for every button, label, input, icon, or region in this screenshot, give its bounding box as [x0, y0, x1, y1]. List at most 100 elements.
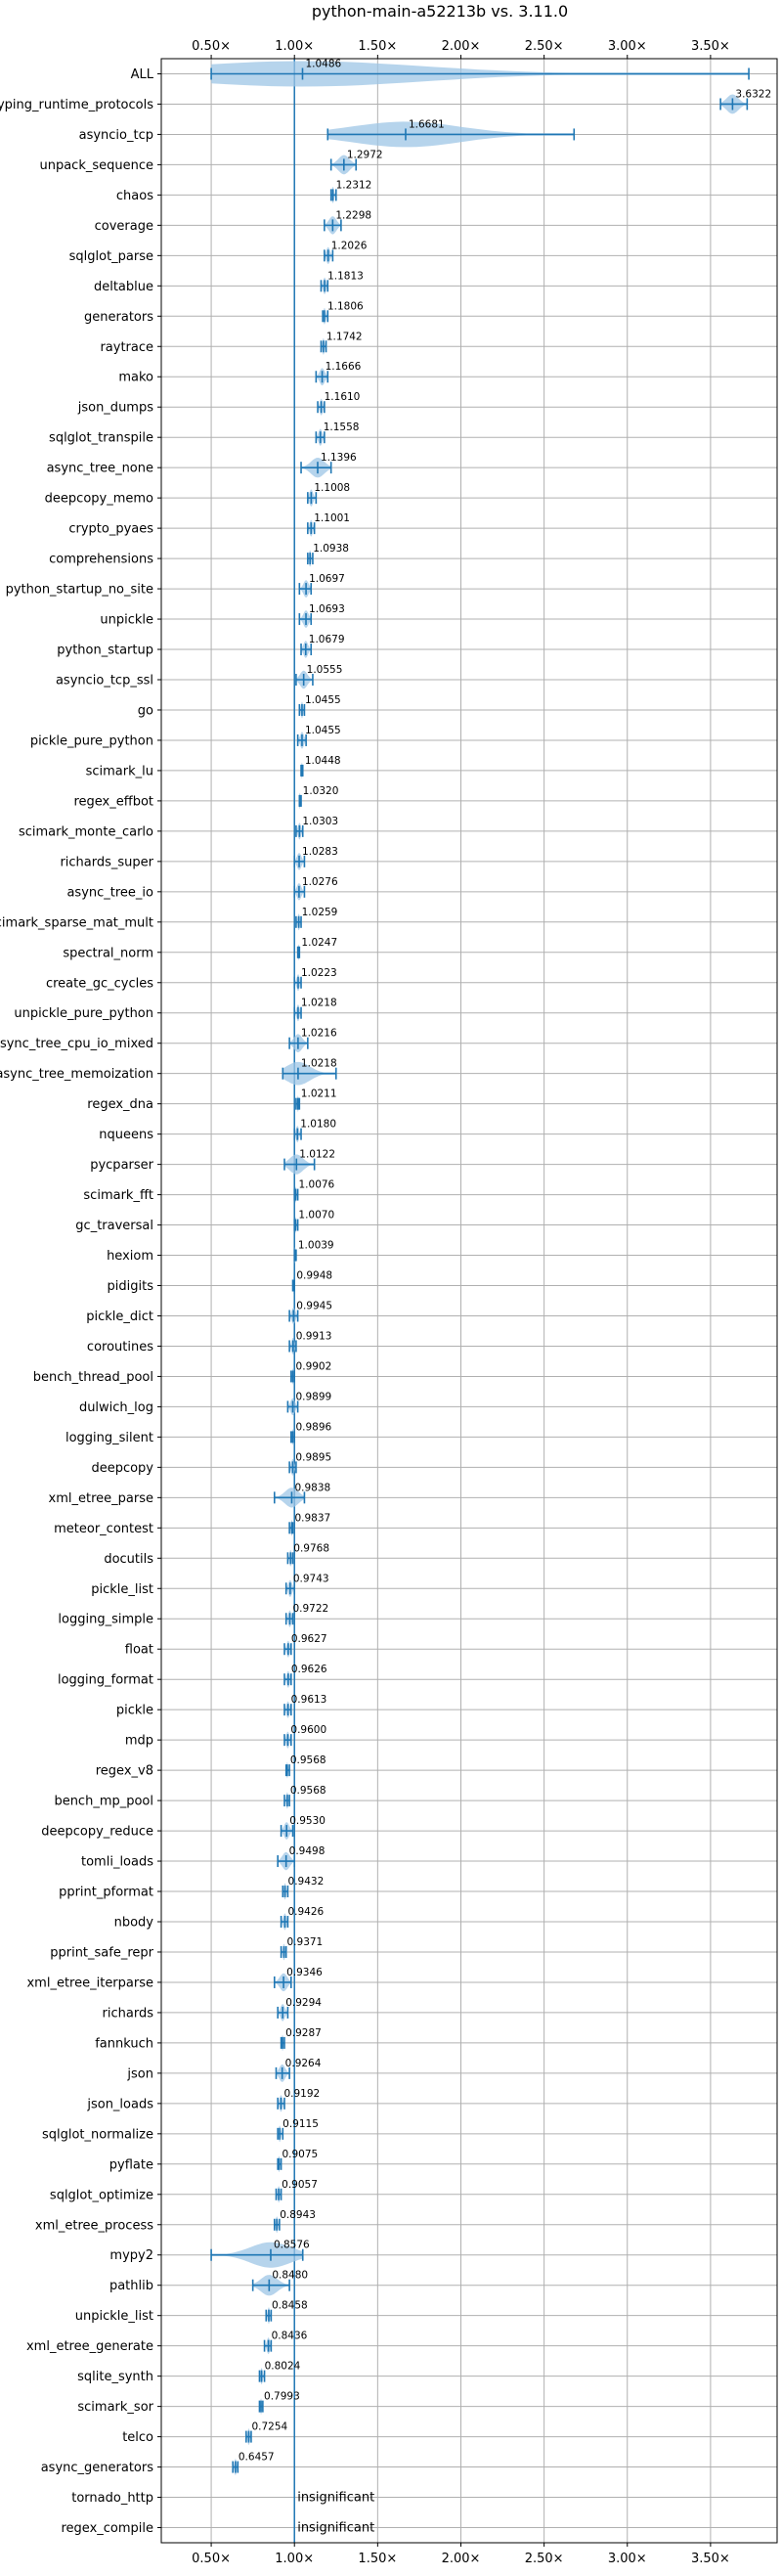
value-label: 1.0259: [302, 907, 338, 918]
x-tick-label-bottom: 2.50×: [525, 2552, 564, 2566]
value-label: 1.0218: [301, 998, 337, 1009]
value-label: 0.9600: [290, 1724, 326, 1736]
y-tick-label: scimark_monte_carlo: [19, 824, 153, 839]
value-label: 0.9530: [289, 1815, 326, 1827]
y-tick-label: fannkuch: [95, 2036, 153, 2051]
value-label: 0.9432: [288, 1876, 325, 1888]
value-label: 0.9294: [285, 1997, 322, 2009]
x-tick-label-top: 2.50×: [525, 39, 564, 54]
plot-frame: [160, 58, 778, 2544]
x-tick-label-bottom: 1.50×: [358, 2552, 397, 2566]
x-tick-label-top: 0.50×: [192, 39, 231, 54]
y-tick-label: mdp: [125, 1734, 153, 1749]
value-label: 1.0211: [301, 1088, 337, 1100]
y-tick-label: regex_v8: [96, 1764, 153, 1779]
y-tick-label: docutils: [104, 1552, 153, 1567]
value-label: 1.2026: [331, 240, 368, 251]
y-tick-label: regex_effbot: [73, 794, 153, 809]
value-label: 1.1558: [324, 422, 360, 433]
value-label: 0.9192: [283, 2088, 320, 2100]
value-label: 1.0303: [302, 816, 338, 827]
value-label: 1.0448: [305, 755, 341, 767]
y-tick-label: dulwich_log: [79, 1400, 153, 1415]
y-tick-label: go: [138, 703, 153, 718]
y-tick-label: pprint_pformat: [59, 1886, 153, 1900]
value-label: 1.0455: [305, 694, 341, 706]
data-layer: 1.0486 3.6322 1.6681 1.2972 1.2312 1.2298 1.20…: [210, 58, 771, 2536]
y-tick-label: scimark_fft: [83, 1188, 153, 1203]
value-label: 0.9896: [295, 1421, 331, 1433]
y-tick-label: sqlite_synth: [77, 2370, 153, 2384]
y-tick-label: asyncio_tcp: [79, 128, 153, 143]
y-tick-label: python_startup: [57, 644, 153, 658]
value-label: 1.0486: [305, 58, 341, 69]
y-tick-label: richards_super: [60, 855, 153, 869]
y-tick-label: hexiom: [107, 1249, 153, 1264]
chart-title: python-main-a52213b vs. 3.11.0: [312, 2, 568, 21]
value-label: 1.0679: [309, 634, 345, 645]
y-tick-label: tornado_http: [71, 2491, 153, 2506]
y-tick-label: spectral_norm: [63, 946, 153, 960]
x-tick-label-top: 1.00×: [275, 39, 314, 54]
y-tick-label: chaos: [116, 189, 153, 203]
value-label: 0.8576: [274, 2240, 310, 2251]
y-tick-label: meteor_contest: [54, 1522, 153, 1536]
value-label: 0.9899: [295, 1391, 331, 1402]
value-label: 0.9568: [290, 1754, 326, 1766]
value-label: 1.1813: [327, 270, 364, 282]
y-tick-label: xml_etree_process: [35, 2218, 153, 2233]
value-label: 1.1008: [314, 482, 350, 494]
y-tick-label: scimark_lu: [86, 764, 153, 778]
value-label: 0.9057: [282, 2179, 318, 2191]
value-label: 0.9371: [287, 1936, 324, 1948]
value-label: 0.9115: [282, 2118, 319, 2130]
value-label: 1.0938: [313, 543, 349, 555]
value-label: 0.7993: [264, 2391, 300, 2403]
y-tick-label: async_generators: [41, 2461, 154, 2475]
value-label: 0.9264: [285, 2058, 322, 2069]
value-label: 0.9346: [286, 1967, 323, 1978]
y-tick-label: pyflate: [109, 2157, 153, 2172]
value-label: 0.9627: [291, 1633, 327, 1645]
y-tick-label: pprint_safe_repr: [50, 1945, 153, 1960]
value-label: 1.1001: [314, 512, 350, 524]
y-tick-label: bench_thread_pool: [33, 1370, 153, 1385]
x-tick-label-bottom: 3.00×: [608, 2552, 647, 2566]
y-tick-label: ALL: [131, 67, 154, 82]
x-tick-label-top: 3.50×: [691, 39, 730, 54]
y-tick-label: coroutines: [87, 1340, 153, 1355]
value-label: 0.9913: [296, 1330, 332, 1342]
value-label: 0.9613: [291, 1694, 327, 1706]
value-label: 3.6322: [735, 88, 771, 100]
y-tick-label: pickle_list: [91, 1582, 153, 1597]
value-label: 0.6457: [239, 2452, 275, 2464]
y-tick-label: deepcopy_reduce: [41, 1825, 153, 1840]
y-tick-label: deepcopy_memo: [45, 492, 153, 507]
x-tick-label-bottom: 1.00×: [275, 2552, 314, 2566]
value-label: 0.9426: [287, 1906, 324, 1918]
value-label: 1.0320: [303, 785, 339, 797]
y-tick-label: crypto_pyaes: [68, 522, 153, 537]
y-tick-label: unpickle: [100, 613, 153, 628]
value-label: 1.0697: [309, 573, 345, 585]
y-tick-label: generators: [84, 310, 153, 325]
y-tick-label: pickle_dict: [86, 1310, 153, 1324]
y-tick-label: logging_simple: [58, 1613, 153, 1627]
y-tick-label: pickle_pure_python: [30, 733, 153, 748]
y-tick-label: comprehensions: [49, 553, 153, 567]
value-label: 0.8024: [265, 2361, 301, 2373]
y-tick-label: bench_mp_pool: [54, 1795, 153, 1809]
y-tick-label: unpickle_list: [75, 2309, 153, 2324]
y-tick-label: pathlib: [109, 2279, 153, 2293]
value-label: 1.0223: [301, 967, 337, 979]
x-tick-label-bottom: 3.50×: [691, 2552, 730, 2566]
y-tick-label: gc_traversal: [75, 1219, 153, 1233]
y-tick-label: logging_format: [58, 1673, 153, 1688]
value-label: 0.9837: [294, 1512, 330, 1524]
value-label: 0.8943: [280, 2209, 316, 2221]
value-label: 0.9568: [290, 1785, 326, 1797]
value-label: 1.0216: [301, 1028, 337, 1040]
y-tick-label: raytrace: [100, 340, 153, 355]
value-label: 0.9626: [291, 1664, 327, 1675]
